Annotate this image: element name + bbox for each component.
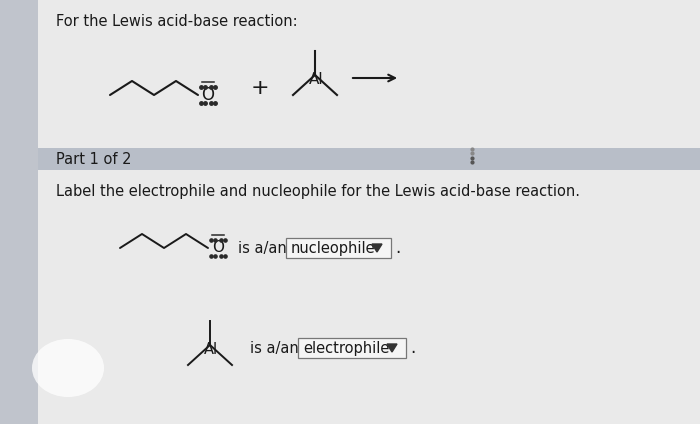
Bar [0,0,38,424]
Text: Al: Al [204,341,218,357]
Bar [298,338,406,358]
Text: nucleophile: nucleophile [291,240,376,256]
Text: O: O [202,86,214,104]
Bar [286,238,391,258]
Bar [38,0,700,148]
Polygon shape [372,244,382,252]
Text: is a/an: is a/an [250,340,299,355]
Text: O: O [212,240,224,256]
Text: is a/an: is a/an [238,240,287,256]
Polygon shape [387,344,397,352]
Text: Al: Al [309,72,323,86]
Bar [38,170,700,424]
Bar [38,148,700,170]
Text: .: . [410,339,415,357]
Text: .: . [395,239,400,257]
Text: Label the electrophile and nucleophile for the Lewis acid-base reaction.: Label the electrophile and nucleophile f… [56,184,580,199]
Text: electrophile: electrophile [303,340,389,355]
Ellipse shape [32,339,104,397]
Text: Part 1 of 2: Part 1 of 2 [56,151,132,167]
Text: +: + [251,78,270,98]
Text: For the Lewis acid-base reaction:: For the Lewis acid-base reaction: [56,14,302,29]
